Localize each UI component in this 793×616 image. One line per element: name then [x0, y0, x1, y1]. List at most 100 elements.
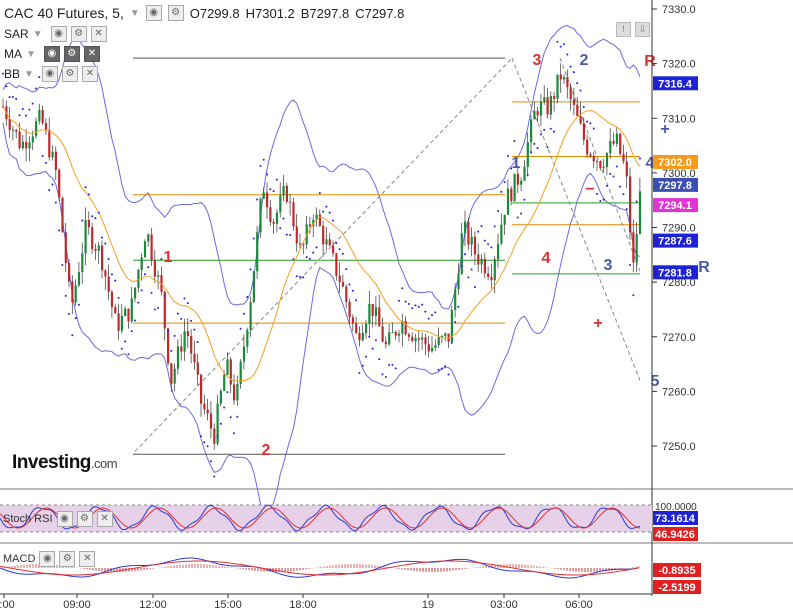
sar-dot [421, 303, 424, 306]
candle-body [543, 97, 546, 102]
candle-body [322, 225, 325, 245]
candles [2, 63, 642, 451]
candle-body [365, 323, 368, 333]
sar-dot [308, 257, 311, 260]
indicator-sar[interactable]: SAR ▼ ◉ ⚙ ✕ [4, 25, 107, 43]
candle-body [216, 403, 219, 444]
candle-body [582, 123, 585, 140]
sar-dot [97, 211, 100, 214]
candle-body [295, 226, 298, 244]
alert-icon[interactable]: ! [616, 22, 631, 37]
close-icon[interactable]: ✕ [90, 26, 107, 42]
sar-dot [407, 303, 410, 306]
chevron-down-icon[interactable]: ▼ [129, 7, 140, 19]
close-icon[interactable]: ✕ [79, 551, 96, 567]
candle-body [424, 337, 427, 345]
chevron-down-icon[interactable]: ▼ [24, 68, 34, 80]
sar-dot [615, 165, 618, 168]
eye-icon[interactable]: ◉ [43, 46, 60, 62]
annotation-label: 1 [164, 249, 173, 266]
indicator-bb[interactable]: BB ▼ ◉ ⚙ ✕ [4, 65, 98, 83]
sar-dot [335, 241, 338, 244]
sar-dot [58, 229, 61, 232]
sar-dot [117, 296, 120, 299]
sar-dot [431, 314, 433, 317]
chevron-down-icon[interactable]: ▼ [26, 48, 36, 60]
sar-dot [91, 215, 94, 218]
candle-body [58, 169, 61, 198]
lock-icon[interactable]: ⇩ [635, 22, 650, 37]
sar-dot [460, 265, 463, 268]
macd-badge-label: -2.5199 [658, 582, 695, 594]
stoch-d [0, 507, 641, 529]
gear-icon[interactable]: ⚙ [76, 511, 93, 527]
sar-dot [110, 273, 113, 276]
candle-body [153, 260, 156, 277]
price-badge-label: 7316.4 [658, 78, 693, 90]
eye-icon[interactable]: ◉ [41, 66, 58, 82]
sar-dot [183, 297, 186, 300]
gear-icon[interactable]: ⚙ [63, 46, 80, 62]
candle-body [523, 166, 526, 181]
candle-body [599, 161, 602, 169]
eye-icon[interactable]: ◉ [39, 551, 56, 567]
chevron-down-icon[interactable]: ▼ [32, 28, 43, 40]
candle-body [140, 257, 143, 270]
stoch-badge [653, 511, 698, 525]
sar-dot [180, 317, 183, 320]
sar-dot [223, 406, 226, 409]
gear-icon[interactable]: ⚙ [59, 551, 76, 567]
sar-dot [31, 102, 34, 105]
stoch-label-row: Stoch RSI ◉ ⚙ ✕ [3, 511, 113, 527]
eye-icon[interactable]: ◉ [50, 26, 67, 42]
sar-dot [318, 192, 321, 195]
y-tick-label: 7270.0 [662, 332, 696, 344]
candle-body [556, 74, 559, 99]
sar-dot [186, 302, 189, 305]
sar-dot [213, 475, 216, 478]
sar-dot [596, 192, 598, 195]
eye-icon[interactable]: ◉ [145, 5, 162, 21]
price-badge [653, 76, 698, 91]
sar-dot [411, 307, 414, 310]
sar-dot [427, 317, 430, 320]
gear-icon[interactable]: ⚙ [61, 66, 78, 82]
candle-body [186, 331, 189, 336]
stoch-badge-label: 73.1614 [655, 513, 696, 525]
sar-dot [134, 319, 136, 322]
candle-body [193, 353, 196, 363]
candle-body [622, 153, 625, 162]
sar-dot [229, 416, 232, 419]
close-icon[interactable]: ✕ [81, 66, 98, 82]
sar-dot [625, 208, 628, 211]
close-icon[interactable]: ✕ [96, 511, 113, 527]
candle-body [629, 176, 632, 233]
candle-body [176, 346, 180, 369]
sar-dot [71, 334, 74, 337]
candle-body [596, 161, 599, 163]
close-icon[interactable]: ✕ [83, 46, 100, 62]
candle-body [338, 275, 341, 282]
indicator-label: SAR [4, 27, 29, 41]
candle-body [605, 153, 609, 168]
candle-body [213, 428, 216, 444]
sar-dot [384, 376, 387, 379]
candle-body [444, 333, 447, 337]
candle-body [315, 214, 318, 220]
sar-dot [74, 317, 77, 320]
annotations: 1 2 3 2 R 1 4 3 R 4 5 + + − [164, 52, 711, 459]
eye-icon[interactable]: ◉ [56, 511, 73, 527]
candle-body [378, 307, 381, 327]
price-badge [653, 154, 698, 169]
candle-body [566, 77, 569, 88]
sar-dot [523, 198, 526, 201]
candle-body [506, 188, 510, 215]
sar-dot [404, 300, 407, 303]
indicator-ma[interactable]: MA ▼ ◉ ⚙ ✕ [4, 45, 100, 63]
candle-body [401, 321, 404, 334]
gear-icon[interactable]: ⚙ [167, 5, 184, 21]
y-tick-label: 7280.0 [662, 277, 696, 289]
candle-body [15, 129, 18, 132]
gear-icon[interactable]: ⚙ [70, 26, 87, 42]
candle-body [609, 141, 612, 154]
